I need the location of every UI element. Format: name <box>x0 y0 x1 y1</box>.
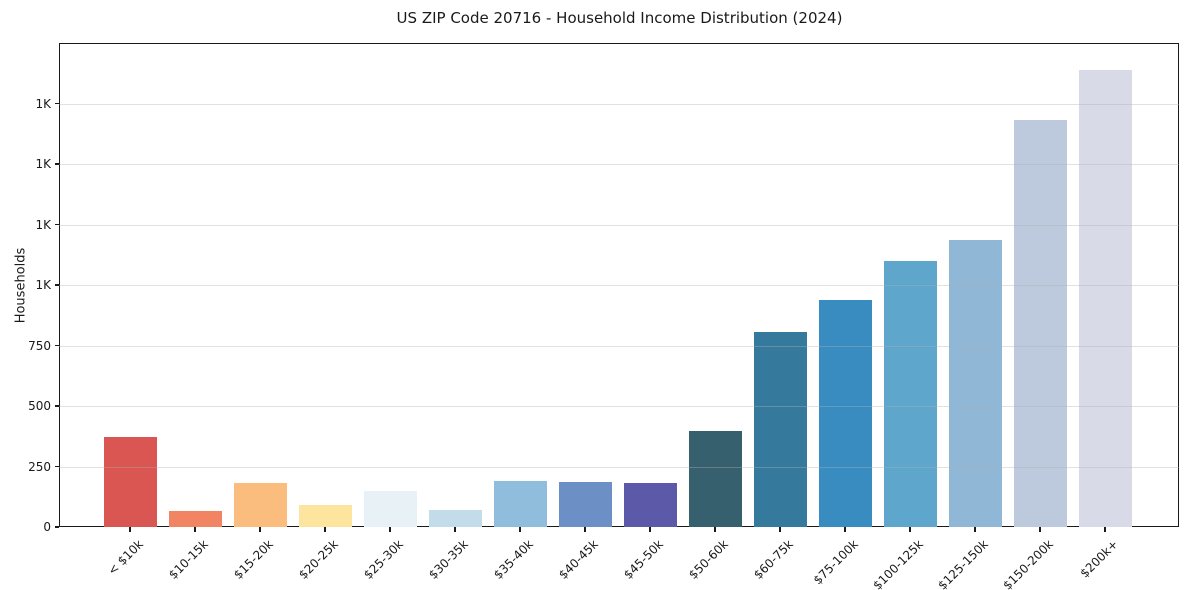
bar <box>363 490 417 527</box>
gridline <box>59 285 1179 286</box>
x-tick-mark <box>129 527 131 532</box>
y-tick-label: 0 <box>43 520 51 534</box>
x-tick-mark <box>649 527 651 532</box>
x-tick-label: < $10k <box>105 537 146 578</box>
x-tick-mark <box>779 527 781 532</box>
x-tick-mark <box>584 527 586 532</box>
y-tick-mark <box>55 284 59 286</box>
y-tick-label: 1K <box>35 278 51 292</box>
y-tick-mark <box>55 344 59 347</box>
y-tick-mark <box>55 405 59 407</box>
y-tick-label: 250 <box>28 459 51 474</box>
bar <box>818 299 872 527</box>
bar <box>948 240 1002 527</box>
y-tick-label: 500 <box>28 399 51 413</box>
bar <box>883 260 937 527</box>
bar <box>168 511 222 527</box>
y-tick-label: 1K <box>35 157 51 171</box>
gridline <box>59 345 1179 347</box>
gridline <box>59 103 1179 105</box>
bar <box>1078 69 1132 527</box>
gridline <box>59 164 1179 165</box>
x-tick-mark <box>194 527 196 532</box>
bar <box>103 437 157 527</box>
bar <box>298 505 352 527</box>
y-tick-mark <box>55 163 59 165</box>
bar <box>623 483 677 527</box>
bar <box>753 332 807 527</box>
x-tick-mark <box>389 527 391 532</box>
y-tick-mark <box>55 102 59 105</box>
x-tick-mark <box>519 527 521 532</box>
x-tick-mark <box>259 527 261 532</box>
x-tick-mark <box>1104 527 1106 532</box>
gridline <box>59 466 1179 468</box>
gridline <box>59 224 1179 226</box>
x-tick-mark <box>974 527 976 532</box>
bar <box>688 431 742 527</box>
gridline <box>59 406 1179 407</box>
bar <box>233 483 287 527</box>
x-tick-mark <box>844 527 846 532</box>
y-tick-mark <box>55 223 59 226</box>
bar <box>1013 120 1067 527</box>
bar <box>493 481 547 527</box>
chart-title: US ZIP Code 20716 - Household Income Dis… <box>396 9 843 27</box>
x-tick-mark <box>1039 527 1041 532</box>
y-tick-label: 750 <box>28 338 51 353</box>
bar <box>428 510 482 527</box>
x-tick-mark <box>454 527 456 532</box>
x-tick-mark <box>324 527 326 532</box>
y-tick-label: 1K <box>35 96 51 111</box>
x-tick-mark <box>714 527 716 532</box>
bar <box>558 482 612 527</box>
y-tick-label: 1K <box>35 217 51 232</box>
y-tick-mark <box>55 526 59 528</box>
x-tick-mark <box>909 527 911 532</box>
y-tick-mark <box>55 465 59 468</box>
